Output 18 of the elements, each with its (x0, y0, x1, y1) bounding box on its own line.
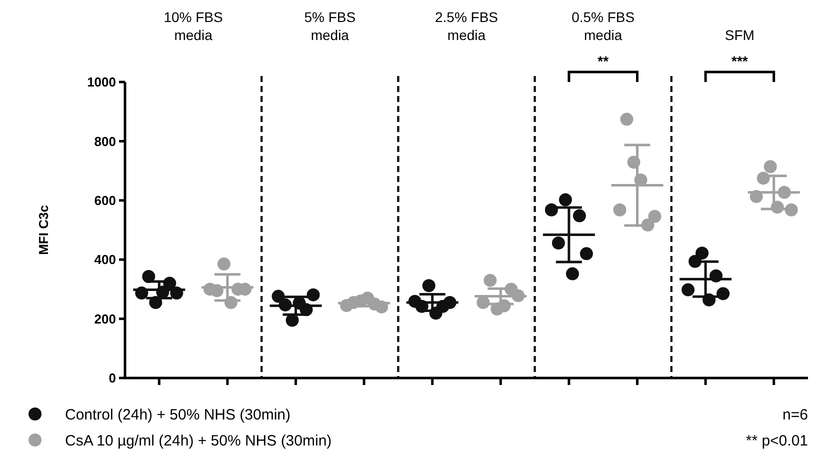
y-tick-label: 600 (94, 192, 116, 208)
y-tick-label: 800 (94, 134, 116, 149)
text: ** p<0.01 (746, 432, 808, 450)
y-axis-title: MFI C3c (36, 205, 51, 255)
y-tick-label: 400 (94, 252, 116, 268)
legend-label: CsA 10 µg/ml (24h) + 50% NHS (30min) (65, 432, 332, 450)
text: ** (598, 53, 610, 69)
text: SFM (724, 27, 754, 43)
y-tick-label: 1000 (87, 74, 116, 90)
text: 10% FBS media (164, 9, 223, 43)
text: 5% FBS media (304, 9, 356, 43)
legend-label: Control (24h) + 50% NHS (30min) (65, 406, 291, 424)
text: 0.5% FBS media (572, 9, 635, 43)
y-tick-label: 0 (108, 370, 116, 386)
text: 2.5% FBS media (434, 9, 498, 43)
text: n=6 (782, 406, 808, 424)
y-tick-label: 200 (94, 311, 116, 326)
text: *** (732, 53, 748, 69)
